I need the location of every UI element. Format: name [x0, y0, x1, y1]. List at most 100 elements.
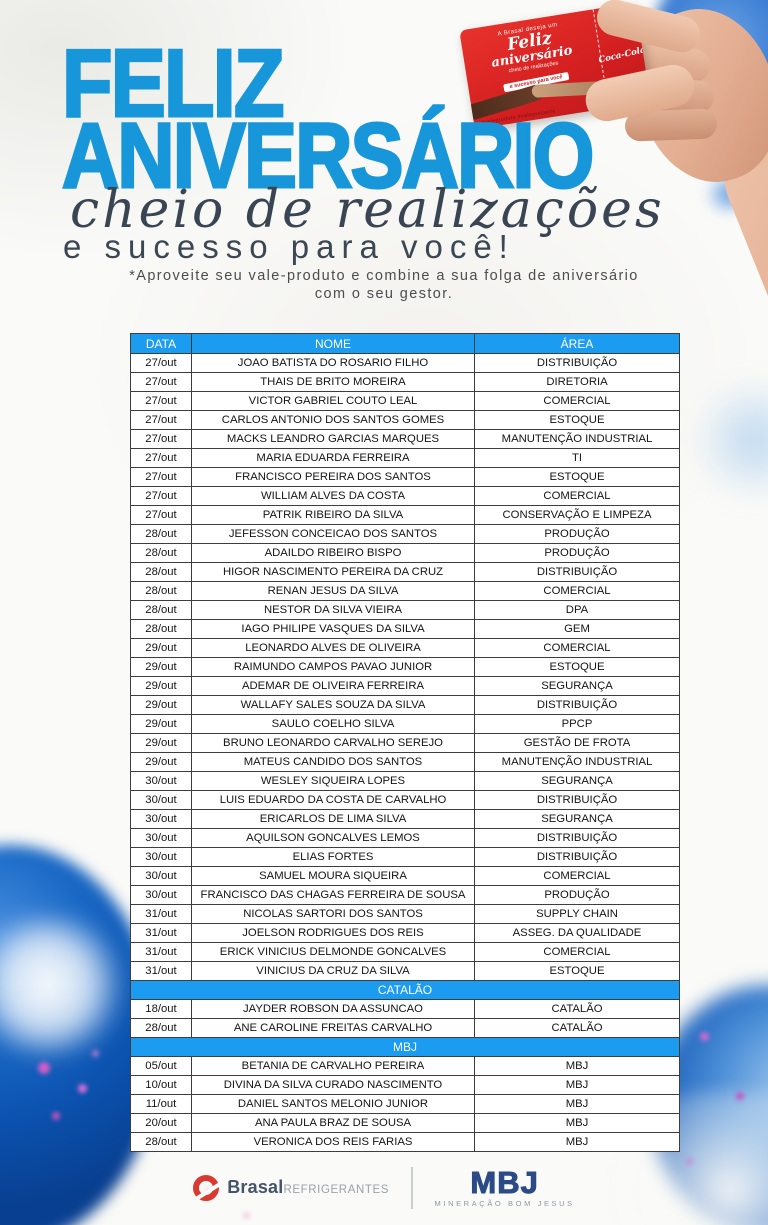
- area-cell: DISTRIBUIÇÃO: [474, 562, 680, 582]
- name-cell: VERONICA DOS REIS FARIAS: [191, 1132, 475, 1152]
- date-cell: 29/out: [130, 657, 192, 677]
- name-cell: MATEUS CANDIDO DOS SANTOS: [191, 752, 475, 772]
- date-cell: 28/out: [130, 1132, 192, 1152]
- table-row: 28/out JEFESSON CONCEICAO DOS SANTOS PRODU…: [130, 524, 680, 544]
- date-cell: 29/out: [130, 733, 192, 753]
- table-row: 11/out DANIEL SANTOS MELONIO JUNIOR MBJ: [130, 1094, 680, 1114]
- script-tagline: cheio de realizações: [70, 180, 665, 240]
- table-row: 27/out CARLOS ANTONIO DOS SANTOS GOMES EST…: [130, 410, 680, 430]
- subtitle: e sucesso para você!: [63, 228, 515, 265]
- table-row: 28/out ADAILDO RIBEIRO BISPO PRODUÇÃO: [130, 543, 680, 563]
- name-cell: HIGOR NASCIMENTO PEREIRA DA CRUZ: [191, 562, 475, 582]
- date-cell: 30/out: [130, 847, 192, 867]
- date-cell: 27/out: [130, 372, 192, 392]
- name-cell: AQUILSON GONCALVES LEMOS: [191, 828, 475, 848]
- name-cell: THAIS DE BRITO MOREIRA: [191, 372, 475, 392]
- table-row: 27/out JOAO BATISTA DO ROSARIO FILHO DISTR…: [130, 353, 680, 373]
- table-row: 29/out RAIMUNDO CAMPOS PAVAO JUNIOR ESTOQU…: [130, 657, 680, 677]
- table-row: 28/out NESTOR DA SILVA VIEIRA DPA: [130, 600, 680, 620]
- name-cell: IAGO PHILIPE VASQUES DA SILVA: [191, 619, 475, 639]
- date-cell: 29/out: [130, 714, 192, 734]
- date-cell: 30/out: [130, 809, 192, 829]
- name-cell: BETANIA DE CARVALHO PEREIRA: [191, 1056, 475, 1076]
- area-cell: MBJ: [474, 1094, 680, 1114]
- name-cell: SAMUEL MOURA SIQUEIRA: [191, 866, 475, 886]
- date-cell: 11/out: [130, 1094, 192, 1114]
- table-row: 28/out RENAN JESUS DA SILVA COMERCIAL: [130, 581, 680, 601]
- area-cell: SEGURANÇA: [474, 809, 680, 829]
- table-row: 28/out ANE CAROLINE FREITAS CARVALHO CATAL…: [130, 1018, 680, 1038]
- table-row: 29/out SAULO COELHO SILVA PPCP: [130, 714, 680, 734]
- date-cell: 28/out: [130, 581, 192, 601]
- area-cell: PRODUÇÃO: [474, 885, 680, 905]
- area-cell: PPCP: [474, 714, 680, 734]
- name-cell: ADAILDO RIBEIRO BISPO: [191, 543, 475, 563]
- brasal-wordmark: Brasal REFRIGERANTES: [227, 1177, 389, 1198]
- area-cell: COMERCIAL: [474, 581, 680, 601]
- birthday-table: DATA NOME ÁREA 27/out JOAO BATISTA DO ROSAR…: [130, 333, 680, 1152]
- date-cell: 31/out: [130, 942, 192, 962]
- table-row: 27/out WILLIAM ALVES DA COSTA COMERCIAL: [130, 486, 680, 506]
- table-row: 30/out ERICARLOS DE LIMA SILVA SEGURANÇA: [130, 809, 680, 829]
- area-cell: DISTRIBUIÇÃO: [474, 695, 680, 715]
- table-row: 18/out JAYDER ROBSON DA ASSUNCAO CATALÃO: [130, 999, 680, 1019]
- date-cell: 27/out: [130, 391, 192, 411]
- date-cell: 31/out: [130, 961, 192, 981]
- sparkle-dot: [52, 1112, 60, 1120]
- title-aniversario: ANIVERSÁRIO: [61, 105, 596, 207]
- area-cell: DISTRIBUIÇÃO: [474, 828, 680, 848]
- area-cell: MBJ: [474, 1132, 680, 1152]
- date-cell: 28/out: [130, 1018, 192, 1038]
- name-cell: ELIAS FORTES: [191, 847, 475, 867]
- area-cell: SEGURANÇA: [474, 771, 680, 791]
- area-cell: SEGURANÇA: [474, 676, 680, 696]
- date-cell: 28/out: [130, 524, 192, 544]
- sparkle-dot: [78, 1084, 87, 1093]
- date-cell: 28/out: [130, 619, 192, 639]
- date-cell: 27/out: [130, 448, 192, 468]
- date-cell: 28/out: [130, 600, 192, 620]
- note-line-2: com o seu gestor.: [314, 285, 454, 302]
- date-cell: 30/out: [130, 885, 192, 905]
- section-header-label: CATALÃO: [130, 980, 680, 1000]
- area-cell: COMERCIAL: [474, 866, 680, 886]
- name-cell: SAULO COELHO SILVA: [191, 714, 475, 734]
- area-cell: SUPPLY CHAIN: [474, 904, 680, 924]
- date-cell: 30/out: [130, 866, 192, 886]
- table-row: 30/out ELIAS FORTES DISTRIBUIÇÃO: [130, 847, 680, 867]
- section-header-row: MBJ: [130, 1037, 680, 1057]
- table-row: 29/out BRUNO LEONARDO CARVALHO SEREJO GEST…: [130, 733, 680, 753]
- name-cell: FRANCISCO PEREIRA DOS SANTOS: [191, 467, 475, 487]
- table-row: 29/out MATEUS CANDIDO DOS SANTOS MANUTENÇÃ…: [130, 752, 680, 772]
- footer-logos: Brasal REFRIGERANTES MBJ MINERAÇÃO BOM J…: [0, 1160, 768, 1215]
- table-row: 31/out ERICK VINICIUS DELMONDE GONCALVES C…: [130, 942, 680, 962]
- brasal-ring-icon: [193, 1174, 220, 1201]
- date-cell: 10/out: [130, 1075, 192, 1095]
- date-cell: 30/out: [130, 771, 192, 791]
- name-cell: JAYDER ROBSON DA ASSUNCAO: [191, 999, 475, 1019]
- table-row: 29/out WALLAFY SALES SOUZA DA SILVA DISTRI…: [130, 695, 680, 715]
- name-cell: MARIA EDUARDA FERREIRA: [191, 448, 475, 468]
- name-cell: ADEMAR DE OLIVEIRA FERREIRA: [191, 676, 475, 696]
- area-cell: DISTRIBUIÇÃO: [474, 790, 680, 810]
- table-row: 10/out DIVINA DA SILVA CURADO NASCIMENTO M…: [130, 1075, 680, 1095]
- table-row: 31/out JOELSON RODRIGUES DOS REIS ASSEG. D…: [130, 923, 680, 943]
- name-cell: ANE CAROLINE FREITAS CARVALHO: [191, 1018, 475, 1038]
- name-cell: DANIEL SANTOS MELONIO JUNIOR: [191, 1094, 475, 1114]
- table-row: 27/out VICTOR GABRIEL COUTO LEAL COMERCIAL: [130, 391, 680, 411]
- area-cell: MBJ: [474, 1075, 680, 1095]
- area-cell: MANUTENÇÃO INDUSTRIAL: [474, 429, 680, 449]
- date-cell: 30/out: [130, 828, 192, 848]
- name-cell: VINICIUS DA CRUZ DA SILVA: [191, 961, 475, 981]
- table-row: 27/out FRANCISCO PEREIRA DOS SANTOS ESTOQU…: [130, 467, 680, 487]
- area-cell: GEM: [474, 619, 680, 639]
- area-cell: ESTOQUE: [474, 961, 680, 981]
- area-cell: ASSEG. DA QUALIDADE: [474, 923, 680, 943]
- title-feliz: FELIZ: [61, 30, 286, 137]
- name-cell: CARLOS ANTONIO DOS SANTOS GOMES: [191, 410, 475, 430]
- table-row: 29/out ADEMAR DE OLIVEIRA FERREIRA SEGURAN…: [130, 676, 680, 696]
- name-cell: ERICARLOS DE LIMA SILVA: [191, 809, 475, 829]
- area-cell: DPA: [474, 600, 680, 620]
- column-header: NOME: [191, 333, 475, 354]
